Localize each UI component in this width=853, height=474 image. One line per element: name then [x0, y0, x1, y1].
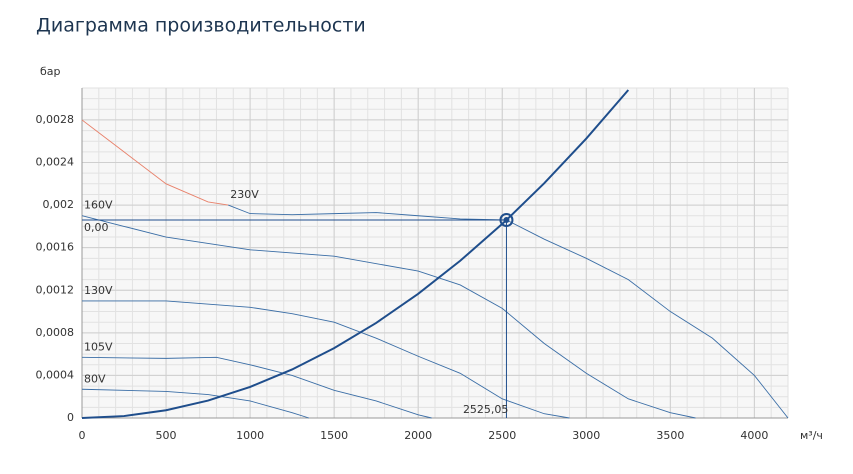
- curve: [81, 356, 432, 419]
- curve-label: 130V: [84, 284, 113, 297]
- y-tick-label: 0,0028: [36, 113, 75, 126]
- curve: [82, 300, 570, 419]
- curve: [81, 215, 696, 419]
- x-tick-label: 3500: [656, 429, 684, 442]
- y-tick-label: 0,002: [43, 198, 75, 211]
- curve-label: 80V: [84, 372, 106, 385]
- x-axis-label: м³/ч: [800, 429, 823, 442]
- y-axis-label: бар: [40, 65, 61, 78]
- x-tick-label: 0: [79, 429, 86, 442]
- system-curve: [81, 89, 630, 419]
- operating-point: [499, 213, 514, 227]
- operating-point-dot: [503, 217, 510, 223]
- x-tick-label: 2500: [488, 429, 516, 442]
- curve: [81, 388, 310, 419]
- y-tick-label: 0: [67, 411, 74, 424]
- y-tick-label: 0,0004: [36, 368, 75, 381]
- x-tick-label: 3000: [572, 429, 600, 442]
- curve-label: 230V: [230, 188, 259, 201]
- curve-label: 160V: [84, 199, 113, 212]
- y-tick-label: 0,0024: [36, 156, 75, 169]
- y-tick-label: 0,0008: [36, 326, 75, 339]
- x-tick-label: 1500: [320, 429, 348, 442]
- y-tick-label: 0,0016: [36, 241, 75, 254]
- x-tick-label: 2000: [404, 429, 432, 442]
- operating-y-label: 0,00: [84, 221, 109, 234]
- x-tick-label: 4000: [740, 429, 768, 442]
- operating-x-label: 2525,05: [463, 403, 509, 416]
- curve: [81, 119, 229, 206]
- chart-title: Диаграмма производительности: [36, 15, 366, 37]
- y-tick-label: 0,0012: [36, 283, 75, 296]
- curve-label: 105V: [84, 340, 113, 353]
- x-tick-label: 500: [156, 429, 177, 442]
- x-tick-label: 1000: [236, 429, 264, 442]
